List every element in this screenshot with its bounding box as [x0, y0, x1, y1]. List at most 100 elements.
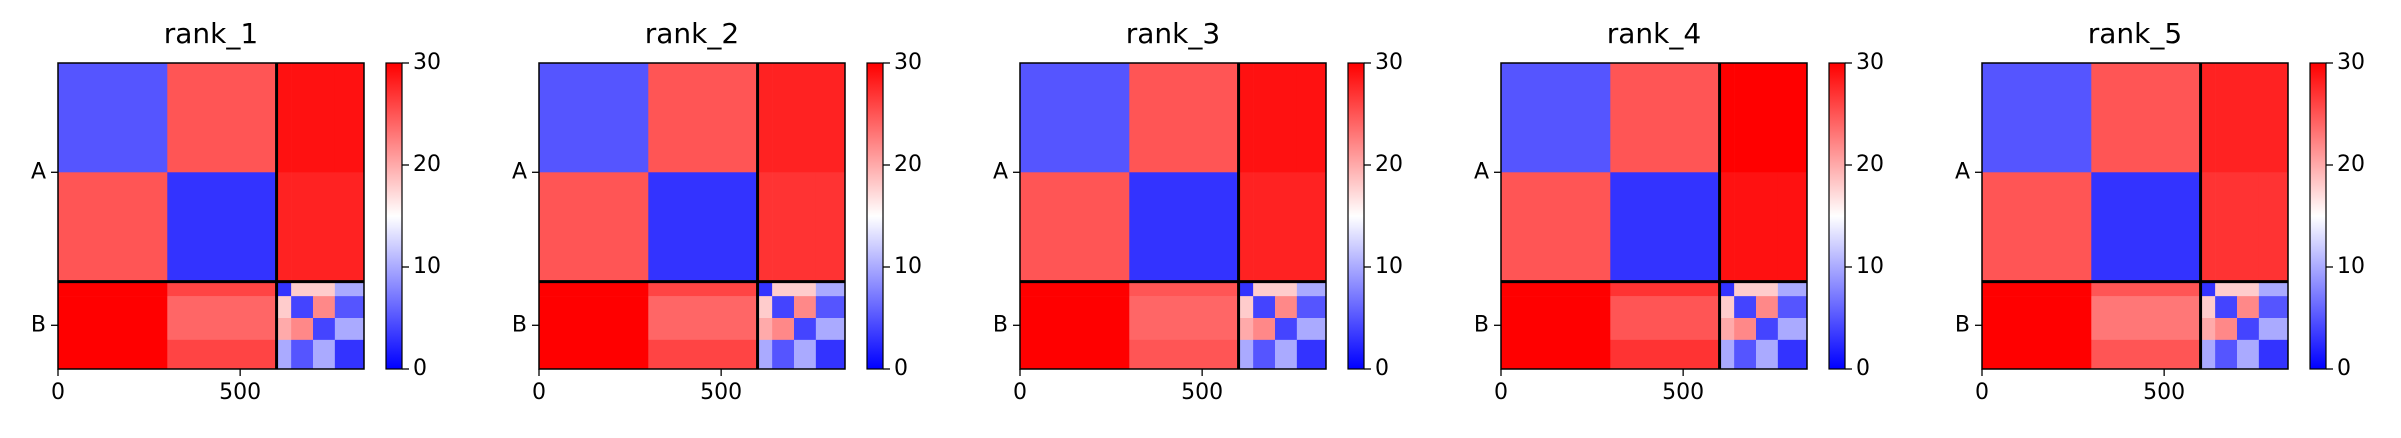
- heatmap-cell: [1296, 296, 1327, 319]
- heatmap-cell: [1610, 63, 1720, 173]
- heatmap-cell: [539, 296, 649, 319]
- heatmap-cell: [291, 318, 314, 341]
- heatmap-cell: [2215, 281, 2238, 297]
- heatmap-cell: [58, 63, 168, 173]
- x-tick-label: 0: [532, 380, 546, 405]
- heatmap-cell: [1275, 339, 1298, 370]
- heatmap-cell: [1129, 318, 1239, 341]
- heatmap-cell: [334, 339, 365, 370]
- heatmap-cell: [1982, 339, 2092, 370]
- heatmap-cell: [58, 172, 168, 282]
- heatmap-cell: [2091, 296, 2201, 319]
- heatmap-cell: [648, 296, 758, 319]
- chart-title: rank_1: [164, 17, 258, 50]
- heatmap-cell: [58, 318, 168, 341]
- heatmap-cell: [1501, 63, 1611, 173]
- heatmap-cell: [815, 172, 846, 282]
- heatmap-cell: [1129, 172, 1239, 282]
- heatmap-cell: [1734, 318, 1757, 341]
- y-tick-label: B: [993, 312, 1008, 337]
- plot-frame: [57, 62, 365, 370]
- colorbar: [385, 62, 403, 370]
- heatmap-cell: [1253, 172, 1276, 282]
- heatmap-cell: [167, 172, 277, 282]
- heatmap-cell: [772, 281, 795, 297]
- heatmap-cell: [772, 172, 795, 282]
- y-tick-label: B: [1474, 312, 1489, 337]
- colorbar-tick-label: 10: [1375, 254, 1403, 279]
- heatmap-cell: [1719, 172, 1735, 282]
- x-tick-label: 500: [700, 380, 742, 405]
- heatmap-cell: [772, 296, 795, 319]
- colorbar-tick-label: 10: [413, 254, 441, 279]
- colorbar-tick-label: 20: [413, 152, 441, 177]
- heatmap-cell: [1238, 63, 1254, 173]
- heatmap-cell: [1719, 63, 1735, 173]
- heatmap-cell: [1610, 296, 1720, 319]
- heatmap-cell: [334, 281, 365, 297]
- colorbar-tick-label: 10: [894, 254, 922, 279]
- heatmap-cell: [2237, 339, 2260, 370]
- heatmap-cell: [1756, 281, 1779, 297]
- heatmap-cell: [1610, 281, 1720, 297]
- heatmap-cell: [1719, 281, 1735, 297]
- heatmap-cell: [1734, 296, 1757, 319]
- heatmap-cell: [313, 296, 336, 319]
- heatmap-cell: [1275, 172, 1298, 282]
- chart-title: rank_5: [2088, 17, 2182, 50]
- heatmap-cell: [2200, 281, 2216, 297]
- heatmap-cell: [1129, 339, 1239, 370]
- heatmap-cell: [291, 339, 314, 370]
- heatmap-cell: [1610, 172, 1720, 282]
- colorbar-tick-label: 0: [894, 356, 908, 381]
- heatmap-cell: [2091, 172, 2201, 282]
- heatmap-cell: [539, 318, 649, 341]
- heatmap-cell: [648, 63, 758, 173]
- colorbar: [866, 62, 884, 370]
- heatmap-cell: [1719, 296, 1735, 319]
- x-tick-label: 0: [1013, 380, 1027, 405]
- y-tick-label: A: [993, 159, 1008, 184]
- colorbar-tick-label: 30: [894, 50, 922, 75]
- heatmap-cell: [334, 63, 365, 173]
- heatmap-cell: [1296, 172, 1327, 282]
- chart-title: rank_3: [1126, 17, 1220, 50]
- heatmap-cell: [1129, 281, 1239, 297]
- colorbar: [1828, 62, 1846, 370]
- heatmap-cell: [1275, 281, 1298, 297]
- heatmap-cell: [1777, 172, 1808, 282]
- colorbar-tick-label: 30: [1375, 50, 1403, 75]
- heatmap-cell: [2091, 339, 2201, 370]
- heatmap-cell: [1238, 318, 1254, 341]
- heatmap-cell: [313, 339, 336, 370]
- heatmap-cell: [815, 281, 846, 297]
- heatmap-cell: [167, 281, 277, 297]
- heatmap-cell: [276, 63, 292, 173]
- heatmap-cell: [757, 281, 773, 297]
- heatmap-cell: [1756, 318, 1779, 341]
- heatmap-cell: [276, 281, 292, 297]
- heatmap-cell: [1253, 318, 1276, 341]
- heatmap-cell: [1777, 339, 1808, 370]
- heatmap-cell: [1756, 63, 1779, 173]
- heatmap-cell: [2237, 281, 2260, 297]
- heatmap-cell: [291, 63, 314, 173]
- heatmap-cell: [1296, 63, 1327, 173]
- y-tick-label: B: [512, 312, 527, 337]
- heatmap-cell: [539, 339, 649, 370]
- heatmap-cell: [1020, 63, 1130, 173]
- plot-frame: [1500, 62, 1808, 370]
- heatmap-cell: [1020, 296, 1130, 319]
- colorbar: [2309, 62, 2327, 370]
- colorbar-tick-label: 10: [2337, 254, 2365, 279]
- heatmap-cell: [1020, 339, 1130, 370]
- heatmap-cell: [1777, 318, 1808, 341]
- heatmap-cell: [1020, 172, 1130, 282]
- heatmap-cell: [2215, 172, 2238, 282]
- heatmap-cell: [1734, 281, 1757, 297]
- heatmap-cell: [815, 339, 846, 370]
- heatmap-cell: [291, 281, 314, 297]
- heatmap-cell: [1253, 281, 1276, 297]
